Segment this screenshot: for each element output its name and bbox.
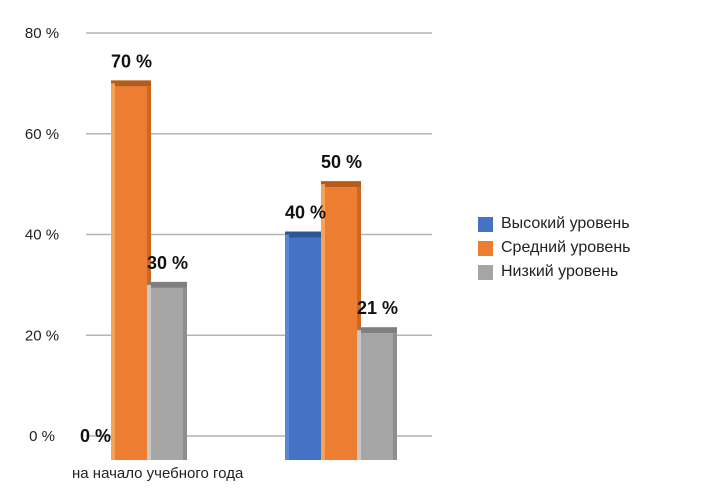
- bar: [357, 327, 397, 460]
- x-category-label: на начало учебного года: [72, 465, 244, 482]
- bar: [147, 281, 187, 460]
- data-label: 70 %: [111, 51, 152, 71]
- bar: [285, 231, 325, 460]
- legend-label-low: Низкий уровень: [501, 263, 619, 280]
- y-axis-ticks: 0 % 20 % 40 % 60 % 80 %: [25, 25, 59, 445]
- y-tick-label: 20 %: [25, 327, 59, 344]
- y-tick-label: 40 %: [25, 227, 59, 244]
- y-tick-label: 60 %: [25, 126, 59, 143]
- legend-label-medium: Средний уровень: [501, 239, 631, 256]
- data-label: 50 %: [321, 152, 362, 172]
- data-labels: 0 % 70 % 30 % 40 % 50 % 21 %: [80, 51, 398, 446]
- bar: [111, 80, 151, 460]
- y-tick-label: 80 %: [25, 25, 59, 42]
- legend-item-medium: Средний уровень: [478, 236, 631, 260]
- legend-swatch-medium: [478, 240, 493, 256]
- legend-item-low: Низкий уровень: [478, 260, 631, 284]
- legend: Высокий уровень Средний уровень Низкий у…: [478, 212, 631, 284]
- bars: [111, 80, 397, 460]
- legend-swatch-high: [478, 216, 493, 232]
- data-label: 21 %: [357, 298, 398, 318]
- data-label: 40 %: [285, 203, 326, 223]
- legend-label-high: Высокий уровень: [501, 215, 630, 232]
- data-label: 30 %: [147, 253, 188, 273]
- legend-swatch-low: [478, 264, 493, 280]
- data-label: 0 %: [80, 426, 111, 446]
- x-axis-labels: на начало учебного года: [72, 465, 244, 482]
- y-tick-label: 0 %: [29, 428, 55, 445]
- bar: [321, 181, 361, 460]
- legend-item-high: Высокий уровень: [478, 212, 631, 236]
